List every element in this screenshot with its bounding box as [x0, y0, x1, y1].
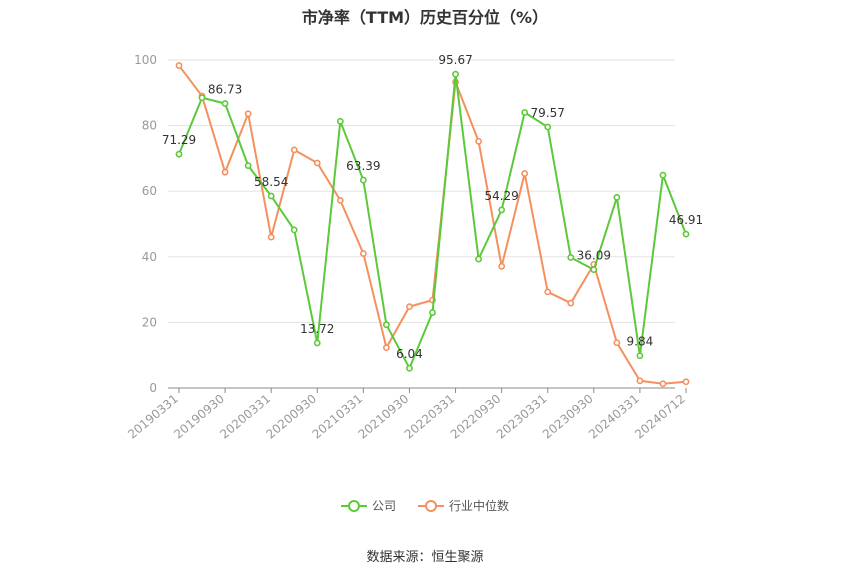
- data-point-company: [429, 309, 436, 316]
- data-label-company: 58.54: [254, 175, 288, 189]
- legend-company-label: 公司: [371, 499, 396, 513]
- data-point-industry-median: [313, 159, 321, 167]
- y-tick-label: 60: [142, 184, 157, 198]
- x-tick-label: 20200331: [217, 392, 273, 442]
- data-point-company: [544, 123, 552, 131]
- data-point-company: [567, 254, 575, 261]
- y-tick-label: 0: [149, 381, 157, 395]
- data-point-industry-median: [290, 146, 298, 154]
- data-point-industry-median: [682, 378, 690, 386]
- x-tick-label: 20230331: [494, 392, 550, 442]
- series-line-industry-median: [178, 64, 687, 385]
- x-tick-label: 20190930: [171, 392, 227, 442]
- data-point-industry-median: [498, 262, 506, 270]
- data-label-company: 95.67: [438, 53, 472, 67]
- legend-item-company[interactable]: 公司: [340, 497, 396, 514]
- y-tick-label: 80: [142, 119, 157, 133]
- data-point-company: [682, 230, 690, 238]
- data-point-industry-median: [267, 233, 275, 241]
- chart-title: 市净率（TTM）历史百分位（%）: [301, 8, 549, 27]
- legend-item-industry-median[interactable]: 行业中位数: [418, 497, 509, 514]
- x-tick-label: 20220930: [448, 392, 504, 442]
- data-point-industry-median: [475, 137, 482, 145]
- data-point-industry-median: [175, 62, 183, 69]
- data-point-company: [244, 162, 252, 170]
- legend-company-swatch: [340, 499, 367, 512]
- x-tick-label: 20210930: [356, 392, 412, 442]
- legend-industry-swatch: [418, 499, 444, 512]
- data-point-company: [521, 109, 529, 116]
- data-point-company: [659, 171, 667, 179]
- data-point-company: [175, 150, 183, 158]
- data-label-company: 54.29: [484, 189, 518, 203]
- series-line-company: [178, 74, 687, 371]
- data-point-industry-median: [567, 299, 575, 307]
- x-tick-label: 20210331: [310, 392, 366, 442]
- data-label-company: 86.73: [208, 83, 242, 97]
- data-point-industry-median: [244, 110, 252, 118]
- data-point-company: [221, 100, 229, 107]
- data-source-note: 数据来源：恒生聚源: [366, 550, 484, 565]
- data-point-company: [475, 255, 482, 263]
- data-point-industry-median: [383, 344, 390, 352]
- data-point-industry-median: [336, 196, 344, 204]
- data-label-company: 36.09: [577, 249, 611, 263]
- data-point-industry-median: [659, 380, 667, 388]
- data-point-company: [590, 266, 598, 274]
- data-point-company: [290, 226, 298, 234]
- data-label-company: 71.29: [162, 133, 196, 147]
- data-point-company: [452, 70, 459, 78]
- data-point-company: [336, 117, 344, 125]
- x-tick-label: 20230930: [540, 392, 596, 442]
- data-point-company: [267, 192, 275, 200]
- data-label-company: 46.91: [669, 213, 703, 227]
- y-tick-label: 100: [134, 53, 157, 67]
- data-label-company: 13.72: [300, 322, 334, 336]
- legend: 公司 行业中位数: [0, 497, 850, 514]
- x-tick-label: 20240331: [586, 392, 642, 442]
- data-point-company: [613, 194, 621, 201]
- data-point-company: [498, 206, 506, 214]
- x-tick-label: 20190331: [125, 392, 181, 442]
- data-label-company: 63.39: [346, 159, 380, 173]
- x-tick-label: 20200930: [263, 392, 319, 442]
- legend-industry-label: 行业中位数: [449, 499, 510, 513]
- data-point-company: [636, 352, 644, 360]
- data-point-industry-median: [521, 170, 529, 177]
- data-point-industry-median: [359, 250, 367, 257]
- data-point-company: [198, 94, 206, 102]
- x-tick-label: 20220331: [402, 392, 458, 442]
- data-label-company: 79.57: [531, 106, 565, 120]
- data-label-company: 9.84: [627, 335, 654, 349]
- data-point-industry-median: [221, 168, 229, 176]
- y-tick-label: 20: [142, 315, 157, 329]
- data-point-industry-median: [406, 303, 413, 311]
- data-point-company: [359, 176, 367, 184]
- data-label-company: 6.04: [396, 347, 423, 361]
- data-point-industry-median: [636, 377, 644, 385]
- data-point-company: [383, 321, 390, 329]
- data-point-company: [406, 364, 413, 372]
- data-point-company: [313, 339, 321, 347]
- x-tick-label: 20240712: [632, 392, 688, 442]
- data-point-industry-median: [613, 339, 621, 347]
- data-point-industry-median: [544, 288, 552, 296]
- y-tick-label: 40: [142, 250, 157, 264]
